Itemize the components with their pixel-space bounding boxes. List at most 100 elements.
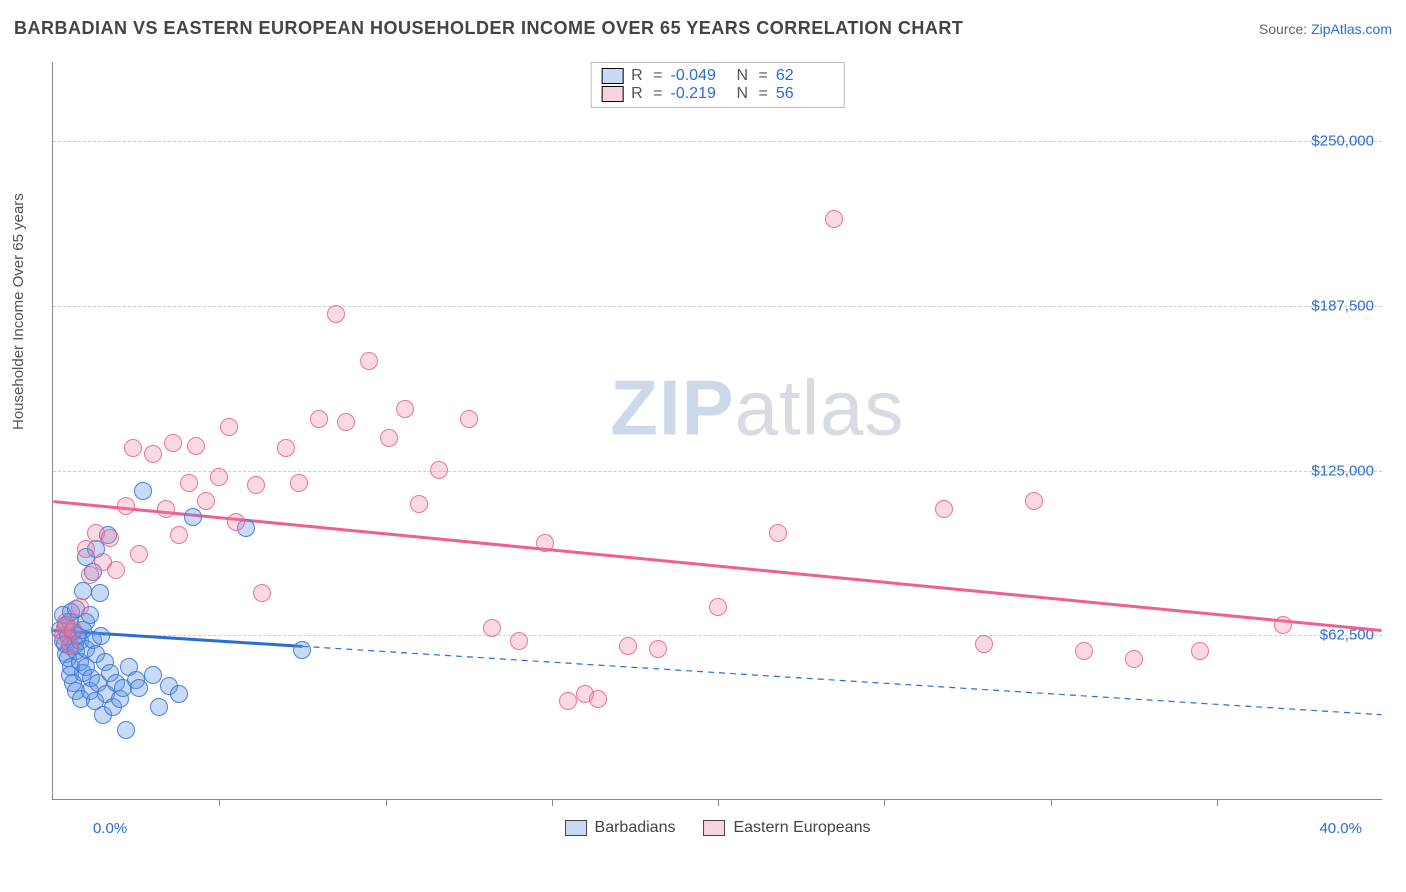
scatter-point [157,500,175,518]
x-tick [219,799,220,806]
scatter-point [327,305,345,323]
scatter-point [61,637,79,655]
scatter-point [360,352,378,370]
scatter-point [180,474,198,492]
legend-label-eastern-europeans: Eastern Europeans [733,819,870,837]
swatch-blue-icon [565,820,587,836]
scatter-point [164,434,182,452]
scatter-point [77,540,95,558]
source-link[interactable]: ZipAtlas.com [1311,21,1392,37]
scatter-point [1025,492,1043,510]
scatter-point [210,468,228,486]
scatter-point [1125,650,1143,668]
legend-label-barbadians: Barbadians [595,819,676,837]
scatter-point [107,561,125,579]
scatter-point [64,621,82,639]
scatter-point [380,429,398,447]
equals-sign: = [653,85,662,103]
chart-plot-area: ZIPatlas R = -0.049 N = 62 R = -0.219 N … [52,62,1382,800]
scatter-point [935,500,953,518]
chart-title: BARBADIAN VS EASTERN EUROPEAN HOUSEHOLDE… [14,18,963,39]
r-label: R [631,67,645,85]
scatter-point [81,566,99,584]
scatter-point [144,445,162,463]
scatter-point [253,584,271,602]
scatter-point [1075,642,1093,660]
scatter-point [510,632,528,650]
scatter-point [559,692,577,710]
scatter-point [975,635,993,653]
equals-sign: = [653,67,662,85]
y-tick-label: $250,000 [1311,133,1374,150]
scatter-point [144,666,162,684]
legend-item-eastern-europeans: Eastern Europeans [703,819,870,837]
scatter-point [430,461,448,479]
y-tick-label: $125,000 [1311,462,1374,479]
swatch-pink-icon [703,820,725,836]
scatter-point [649,640,667,658]
gridline-h [53,141,1382,142]
scatter-point [293,641,311,659]
chart-header: BARBADIAN VS EASTERN EUROPEAN HOUSEHOLDE… [14,18,1392,39]
n-value-eastern-europeans: 56 [776,85,834,103]
scatter-point [483,619,501,637]
scatter-point [536,534,554,552]
gridline-h [53,306,1382,307]
series-legend: Barbadians Eastern Europeans [565,819,871,837]
scatter-point [410,495,428,513]
correlation-row-eastern-europeans: R = -0.219 N = 56 [601,85,834,103]
equals-sign: = [759,67,768,85]
r-value-eastern-europeans: -0.219 [671,85,729,103]
correlation-legend: R = -0.049 N = 62 R = -0.219 N = 56 [590,62,845,108]
x-tick [552,799,553,806]
source-prefix: Source: [1259,21,1311,37]
x-tick [718,799,719,806]
source-attribution: Source: ZipAtlas.com [1259,21,1392,37]
x-axis-min-label: 0.0% [93,820,127,837]
watermark: ZIPatlas [610,363,904,454]
gridline-h [53,471,1382,472]
scatter-point [619,637,637,655]
scatter-point [227,513,245,531]
watermark-zip: ZIP [610,364,734,452]
scatter-point [117,721,135,739]
scatter-point [187,437,205,455]
x-tick [386,799,387,806]
swatch-pink-icon [601,86,623,102]
watermark-atlas: atlas [735,364,905,452]
y-axis-label: Householder Income Over 65 years [10,193,27,430]
scatter-point [184,508,202,526]
scatter-point [101,529,119,547]
scatter-point [825,210,843,228]
scatter-point [1191,642,1209,660]
scatter-point [589,690,607,708]
correlation-row-barbadians: R = -0.049 N = 62 [601,67,834,85]
scatter-point [130,679,148,697]
scatter-point [134,482,152,500]
scatter-point [117,497,135,515]
equals-sign: = [759,85,768,103]
n-label: N [737,85,751,103]
scatter-point [150,698,168,716]
x-axis-max-label: 40.0% [1319,820,1362,837]
r-label: R [631,85,645,103]
scatter-point [277,439,295,457]
scatter-point [310,410,328,428]
x-tick [884,799,885,806]
r-value-barbadians: -0.049 [671,67,729,85]
trend-line [302,646,1381,714]
legend-item-barbadians: Barbadians [565,819,676,837]
scatter-point [92,627,110,645]
n-value-barbadians: 62 [776,67,834,85]
y-tick-label: $62,500 [1320,627,1374,644]
swatch-blue-icon [601,68,623,84]
scatter-point [170,685,188,703]
gridline-h [53,635,1382,636]
scatter-point [396,400,414,418]
scatter-point [1274,616,1292,634]
scatter-point [91,584,109,602]
scatter-point [709,598,727,616]
n-label: N [737,67,751,85]
scatter-point [247,476,265,494]
scatter-point [124,439,142,457]
